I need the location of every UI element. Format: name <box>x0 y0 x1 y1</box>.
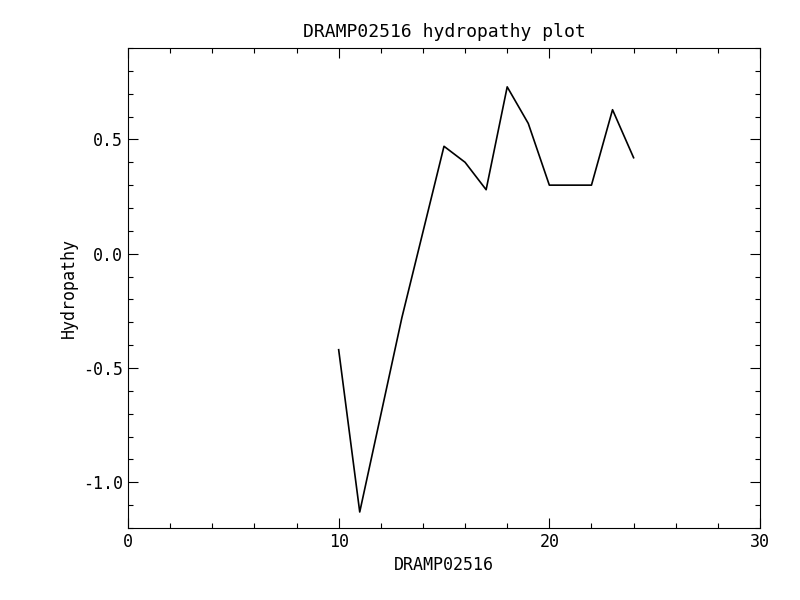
X-axis label: DRAMP02516: DRAMP02516 <box>394 556 494 574</box>
Title: DRAMP02516 hydropathy plot: DRAMP02516 hydropathy plot <box>302 23 586 41</box>
Y-axis label: Hydropathy: Hydropathy <box>59 238 78 338</box>
